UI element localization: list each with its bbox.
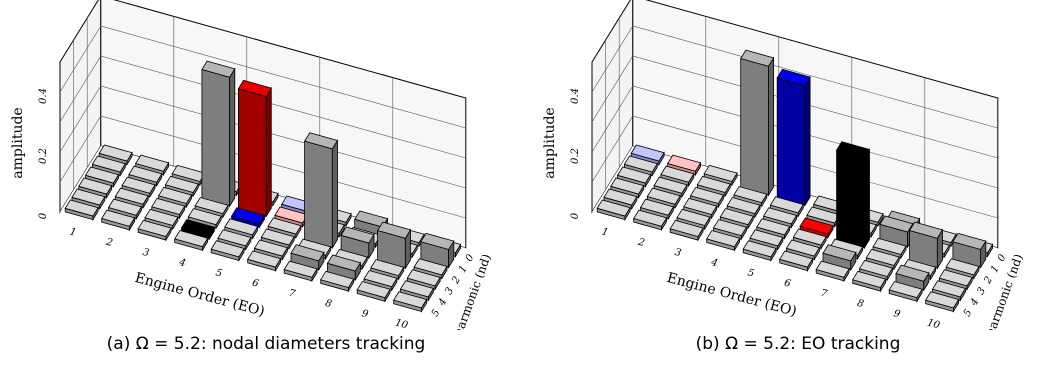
x-tick-label: 3: [673, 247, 682, 259]
bar-eo10-nd5: [393, 291, 428, 313]
bar-eo8-nd5: [852, 270, 887, 293]
bar-eo7-nd5: [283, 260, 318, 283]
bar-eo7-nd4: [290, 244, 325, 272]
bar-eo3-nd1: [696, 175, 731, 198]
bar-eo3-nd5: [669, 219, 704, 242]
x-tick-label: 4: [709, 257, 719, 270]
x-tick-label: 8: [856, 298, 865, 310]
y-tick-label: 5: [430, 308, 443, 319]
z-axis-label: amplitude: [542, 107, 558, 178]
y-tick-label: 2: [982, 275, 995, 287]
bar-eo9-nd2: [908, 221, 944, 270]
bar-eo4-nd1: [201, 60, 236, 208]
chart-panel-b: 0 0.2 0.4 amplitude 1 2 3 4 5 6 7 8 9 10 Engine Order …: [532, 0, 1064, 387]
bar-eo2-nd3: [114, 187, 149, 210]
bar-eo8-nd2: [340, 226, 375, 260]
bar-eo6-nd5: [247, 250, 282, 273]
bar-eo2-nd5: [633, 209, 668, 232]
bar-eo10-nd5: [925, 291, 960, 313]
z-tick-label: 0.2: [570, 148, 581, 164]
bar-eo4-nd0: [740, 49, 775, 197]
bar-eo4-nd5: [706, 230, 741, 252]
bar-eo5-nd1: [237, 79, 272, 218]
bar-eo7-nd2: [835, 141, 871, 250]
x-tick-label: 10: [926, 318, 942, 330]
y-tick-label: 1: [457, 264, 470, 275]
bar-eo7-nd2: [303, 132, 339, 250]
y-tick-label: 0: [996, 252, 1009, 264]
bar-eo9-nd5: [356, 281, 391, 303]
z-tick-label: 0.2: [38, 148, 49, 164]
caption-a: (a) Ω = 5.2: nodal diameters tracking: [106, 334, 426, 354]
x-tick-label: 8: [324, 298, 333, 310]
x-tick-label: 1: [600, 227, 609, 239]
bar-eo8-nd4: [326, 254, 362, 282]
y-tick-label: 1: [989, 264, 1002, 275]
bar-eo5-nd0: [776, 68, 811, 207]
y-tick-label: 2: [450, 275, 463, 287]
bar-eo4-nd5: [174, 230, 209, 252]
bar-eo3-nd0: [703, 164, 738, 187]
x-tick-label: 6: [251, 278, 261, 290]
bar-eo4-nd2: [726, 197, 761, 219]
z-axis-label: amplitude: [10, 107, 26, 178]
x-tick-label: 9: [892, 308, 902, 320]
bar-eo2-nd4: [639, 198, 675, 221]
bar-eo3-nd4: [676, 208, 711, 231]
bar-eo1-nd5: [596, 199, 631, 222]
x-tick-label: 10: [394, 318, 410, 330]
y-tick-label: 3: [975, 286, 988, 297]
chart-panel-a: 0 0.2 0.4 amplitude 1 2 3 4 5 6 7 8 9 10 Engine Order …: [10, 0, 494, 354]
x-tick-label: 5: [214, 267, 223, 279]
bar-eo3-nd5: [137, 219, 172, 242]
z-tick-label: 0: [570, 212, 581, 219]
x-tick-label: 6: [783, 278, 793, 290]
y-tick-label: 4: [968, 297, 981, 309]
bar-eo1-nd5: [64, 199, 99, 222]
bar-eo2-nd2: [121, 176, 156, 199]
bar-eo5-nd5: [742, 240, 777, 262]
x-tick-label: 1: [68, 227, 77, 239]
z-tick-label: 0.4: [570, 88, 581, 104]
x-tick-label: 7: [287, 288, 297, 300]
floor: [592, 146, 998, 314]
y-tick-label: 5: [962, 308, 975, 319]
bar-eo9-nd5: [888, 281, 923, 303]
x-tick-label: 9: [360, 308, 370, 320]
floor: [60, 146, 466, 314]
bar-eo9-nd2: [376, 221, 412, 270]
y-tick-label: 4: [436, 297, 449, 309]
x-tick-label: 7: [819, 288, 829, 300]
x-tick-label: 3: [141, 247, 150, 259]
bar-eo9-nd4: [895, 264, 930, 292]
bar-eo4-nd4: [712, 219, 748, 241]
bar-eo6-nd5: [779, 250, 814, 273]
x-axis-label: Engine Order (EO): [133, 270, 266, 320]
x-axis-label: Engine Order (EO): [665, 270, 798, 320]
caption-b: (b) Ω = 5.2: EO tracking: [695, 334, 901, 354]
bar-eo8-nd5: [320, 270, 355, 293]
x-tick-label: 2: [636, 236, 646, 249]
bar-eo5-nd5: [210, 240, 245, 262]
bar-eo7-nd5: [815, 260, 850, 283]
bar-eo2-nd0: [135, 154, 170, 177]
bar-eo2-nd5: [101, 209, 136, 232]
y-tick-label: 0: [464, 252, 477, 264]
z-tick-label: 0: [38, 212, 49, 219]
x-tick-label: 2: [104, 236, 114, 249]
x-tick-label: 5: [746, 267, 755, 279]
x-tick-label: 4: [177, 257, 187, 270]
y-tick-label: 3: [443, 286, 456, 297]
z-tick-label: 0.4: [38, 88, 49, 104]
